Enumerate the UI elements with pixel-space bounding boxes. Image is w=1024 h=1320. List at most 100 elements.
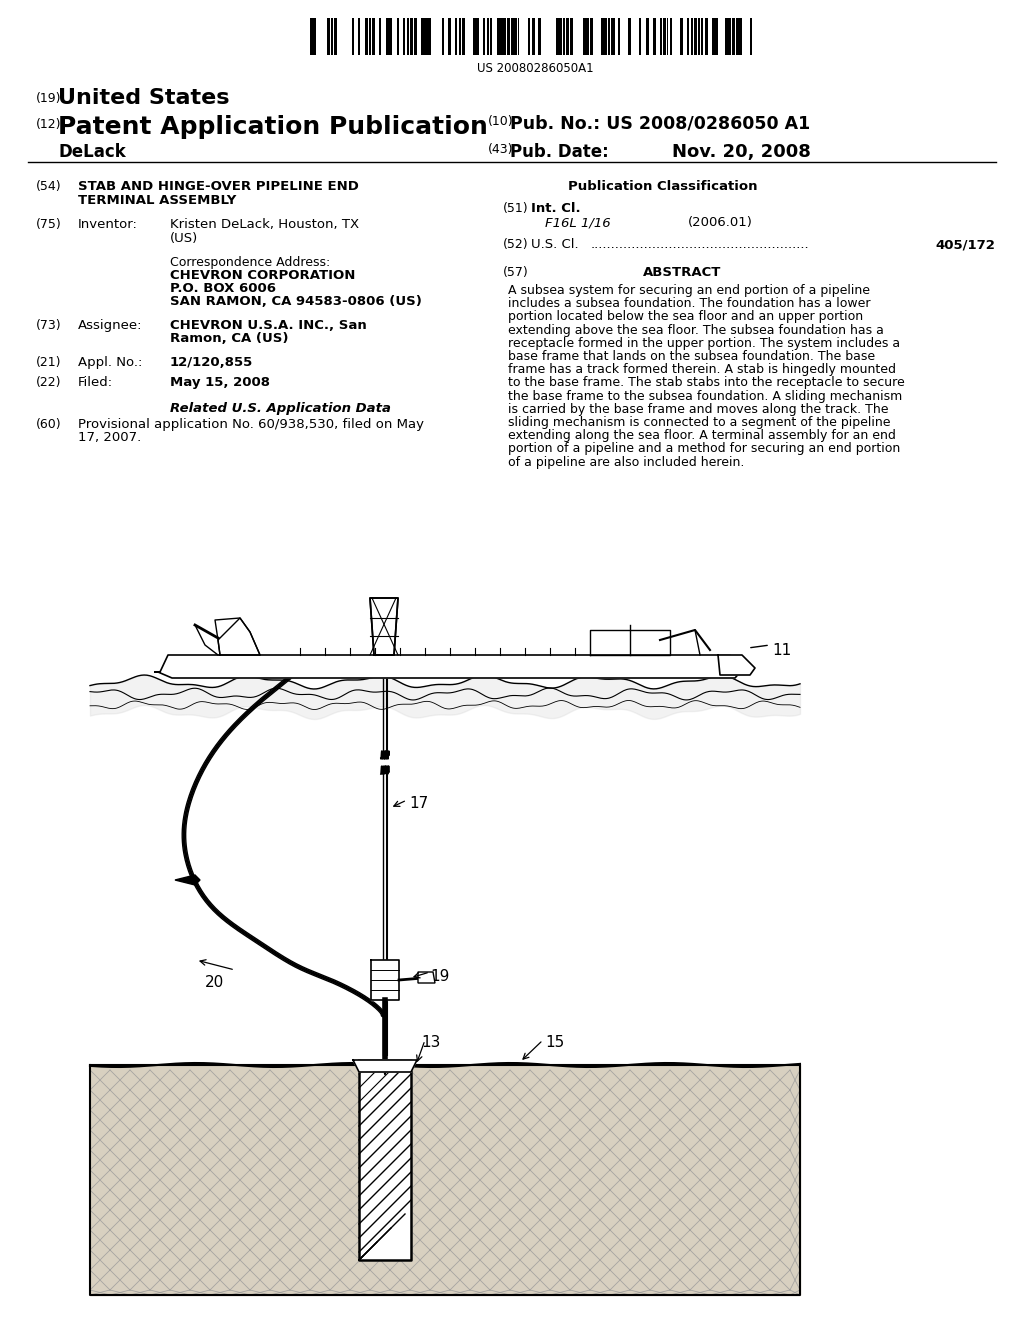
Text: Publication Classification: Publication Classification	[568, 180, 758, 193]
Text: (54): (54)	[36, 180, 61, 193]
Bar	[490, 18, 492, 55]
Text: the base frame to the subsea foundation. A sliding mechanism: the base frame to the subsea foundation.…	[508, 389, 902, 403]
Bar	[310, 18, 313, 55]
Bar	[504, 18, 506, 55]
Bar	[607, 18, 610, 55]
Text: portion located below the sea floor and an upper portion: portion located below the sea floor and …	[508, 310, 863, 323]
Bar	[328, 18, 330, 55]
Text: A subsea system for securing an end portion of a pipeline: A subsea system for securing an end port…	[508, 284, 870, 297]
Text: to the base frame. The stab stabs into the receptacle to secure: to the base frame. The stab stabs into t…	[508, 376, 905, 389]
Text: Ramon, CA (US): Ramon, CA (US)	[170, 333, 289, 345]
Bar	[511, 18, 514, 55]
Bar	[459, 18, 461, 55]
Text: 13: 13	[421, 1035, 440, 1049]
Bar	[386, 18, 389, 55]
Bar	[389, 18, 392, 55]
Bar	[569, 18, 572, 55]
Bar	[424, 18, 427, 55]
Text: frame has a track formed therein. A stab is hingedly mounted: frame has a track formed therein. A stab…	[508, 363, 896, 376]
Text: is carried by the base frame and moves along the track. The: is carried by the base frame and moves a…	[508, 403, 889, 416]
Text: (52): (52)	[503, 238, 528, 251]
Bar	[705, 18, 708, 55]
Bar	[670, 18, 673, 55]
Bar	[604, 18, 607, 55]
Polygon shape	[359, 1060, 411, 1261]
Bar	[428, 18, 431, 55]
Text: ABSTRACT: ABSTRACT	[643, 267, 721, 279]
Bar	[563, 18, 565, 55]
Text: base frame that lands on the subsea foundation. The base: base frame that lands on the subsea foun…	[508, 350, 876, 363]
Text: Correspondence Address:: Correspondence Address:	[170, 256, 331, 269]
Bar	[652, 18, 655, 55]
Bar	[396, 18, 399, 55]
Bar	[414, 18, 417, 55]
Bar	[313, 18, 316, 55]
Bar	[618, 18, 621, 55]
Text: (US): (US)	[170, 232, 199, 246]
Polygon shape	[590, 630, 670, 655]
Text: STAB AND HINGE-OVER PIPELINE END: STAB AND HINGE-OVER PIPELINE END	[78, 180, 358, 193]
Bar	[584, 18, 587, 55]
Bar	[421, 18, 424, 55]
Bar	[441, 18, 444, 55]
Bar	[486, 18, 489, 55]
Bar	[497, 18, 500, 55]
Polygon shape	[381, 1060, 389, 1074]
Text: CHEVRON U.S.A. INC., San: CHEVRON U.S.A. INC., San	[170, 319, 367, 333]
Text: sliding mechanism is connected to a segment of the pipeline: sliding mechanism is connected to a segm…	[508, 416, 891, 429]
Text: (73): (73)	[36, 319, 61, 333]
Text: Int. Cl.: Int. Cl.	[531, 202, 581, 215]
Text: (75): (75)	[36, 218, 61, 231]
Bar	[729, 18, 731, 55]
Text: (10): (10)	[488, 115, 514, 128]
Bar	[501, 18, 504, 55]
Text: 20: 20	[205, 975, 224, 990]
Text: Filed:: Filed:	[78, 376, 113, 389]
Text: .....................................................: ........................................…	[591, 238, 810, 251]
Bar	[667, 18, 669, 55]
Bar	[691, 18, 693, 55]
Polygon shape	[718, 655, 755, 675]
Text: 405/172: 405/172	[935, 238, 995, 251]
Bar	[701, 18, 703, 55]
Text: Related U.S. Application Data: Related U.S. Application Data	[170, 403, 391, 414]
Text: 17, 2007.: 17, 2007.	[78, 432, 141, 444]
Text: United States: United States	[58, 88, 229, 108]
Bar	[407, 18, 410, 55]
Text: Inventor:: Inventor:	[78, 218, 138, 231]
Text: P.O. BOX 6006: P.O. BOX 6006	[170, 282, 276, 294]
Text: 15: 15	[545, 1035, 564, 1049]
Text: 19: 19	[430, 969, 450, 983]
Bar	[528, 18, 530, 55]
Bar	[514, 18, 517, 55]
Bar	[712, 18, 715, 55]
Text: Patent Application Publication: Patent Application Publication	[58, 115, 487, 139]
Text: (43): (43)	[488, 143, 513, 156]
Text: (21): (21)	[36, 356, 61, 370]
Bar	[732, 18, 735, 55]
Polygon shape	[371, 960, 399, 1001]
Bar	[483, 18, 485, 55]
Bar	[664, 18, 666, 55]
Bar	[646, 18, 649, 55]
Text: Appl. No.:: Appl. No.:	[78, 356, 142, 370]
Bar	[456, 18, 458, 55]
Polygon shape	[418, 972, 435, 983]
Text: Pub. No.: US 2008/0286050 A1: Pub. No.: US 2008/0286050 A1	[510, 115, 810, 133]
Bar	[659, 18, 662, 55]
Polygon shape	[377, 756, 393, 768]
Text: extending along the sea floor. A terminal assembly for an end: extending along the sea floor. A termina…	[508, 429, 896, 442]
Bar	[539, 18, 542, 55]
Bar	[611, 18, 614, 55]
Text: extending above the sea floor. The subsea foundation has a: extending above the sea floor. The subse…	[508, 323, 884, 337]
Text: 17: 17	[409, 796, 428, 810]
Bar	[366, 18, 368, 55]
Polygon shape	[353, 1060, 417, 1072]
Bar	[680, 18, 683, 55]
Bar	[587, 18, 589, 55]
Text: TERMINAL ASSEMBLY: TERMINAL ASSEMBLY	[78, 194, 237, 207]
Text: 11: 11	[772, 643, 792, 657]
Text: Provisional application No. 60/938,530, filed on May: Provisional application No. 60/938,530, …	[78, 418, 424, 432]
Bar	[629, 18, 631, 55]
Bar	[379, 18, 381, 55]
